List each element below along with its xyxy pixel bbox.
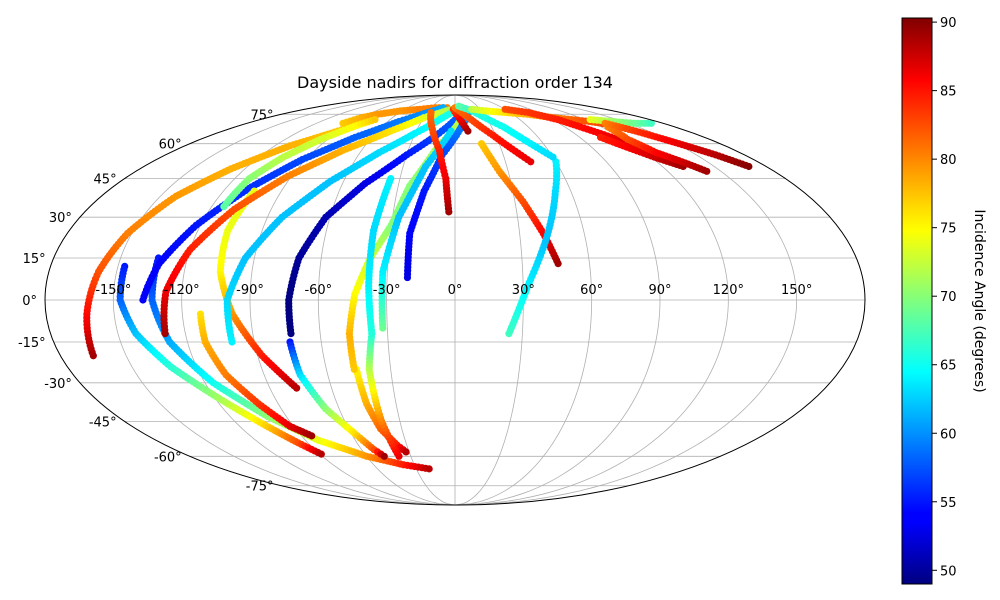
- colorbar-tick-label: 55: [940, 496, 957, 511]
- longitude-tick-label: 0°: [448, 283, 463, 298]
- nadir-point: [317, 450, 325, 458]
- colorbar: 50 55 60 65 70 75 80 85 90 Incidence Angle (degr…: [901, 16, 987, 585]
- colorbar-tick-label: 85: [940, 85, 957, 100]
- nadir-point: [308, 432, 316, 440]
- nadir-point: [380, 452, 388, 460]
- longitude-tick-label: -150°: [95, 283, 131, 298]
- latitude-tick-label: -45°: [89, 415, 117, 430]
- nadir-point: [447, 127, 455, 135]
- meridian-line: [386, 94, 456, 506]
- nadir-points: [83, 102, 753, 473]
- nadir-point: [427, 108, 435, 117]
- nadir-point: [402, 448, 410, 456]
- longitude-tick-label: -120°: [164, 283, 200, 298]
- chart-title: Dayside nadirs for diffraction order 134: [297, 73, 613, 92]
- nadir-point: [371, 115, 379, 124]
- colorbar-ticks: 50 55 60 65 70 75 80 85 90: [932, 16, 957, 579]
- longitude-tick-label: -60°: [304, 283, 332, 298]
- latitude-tick-label: 15°: [23, 252, 46, 267]
- colorbar-tick-label: 75: [940, 222, 957, 237]
- nadir-point: [425, 465, 433, 473]
- meridian-line: [181, 94, 456, 506]
- longitude-tick-labels: -150° -120° -90° -60° -30° 0° 30° 60° 90° 120° 150…: [95, 283, 812, 298]
- latitude-tick-label: -30°: [44, 377, 72, 392]
- colorbar-tick-label: 90: [940, 16, 957, 31]
- nadir-point: [745, 162, 753, 171]
- colorbar-label: Incidence Angle (degrees): [971, 209, 987, 392]
- nadir-point: [703, 167, 711, 175]
- nadir-point: [527, 158, 535, 166]
- graticule: [45, 94, 865, 506]
- latitude-tick-label: -60°: [154, 450, 182, 465]
- colorbar-tick-label: 70: [940, 290, 957, 305]
- latitude-tick-label: 30°: [49, 211, 72, 226]
- nadir-point: [293, 384, 301, 392]
- longitude-tick-label: 150°: [781, 283, 812, 298]
- nadir-point: [387, 175, 395, 183]
- colorbar-tick-label: 60: [940, 427, 957, 442]
- colorbar-tick-label: 50: [940, 564, 957, 579]
- latitude-tick-label: -75°: [246, 480, 274, 495]
- colorbar-tick-label: 80: [940, 153, 957, 168]
- nadir-point: [455, 102, 463, 110]
- longitude-tick-label: -30°: [373, 283, 401, 298]
- colorbar-tick-label: 65: [940, 359, 957, 374]
- latitude-tick-label: -15°: [18, 336, 46, 351]
- longitude-tick-label: -90°: [236, 283, 264, 298]
- meridian-line: [112, 94, 456, 506]
- latitude-tick-labels: -75° -60° -45° -30° -15° 0° 15° 30° 45° 60° 75°: [18, 108, 274, 494]
- longitude-tick-label: 60°: [580, 283, 603, 298]
- meridian-line: [454, 94, 593, 506]
- longitude-tick-label: 30°: [512, 283, 535, 298]
- latitude-tick-label: 60°: [159, 138, 182, 153]
- longitude-tick-label: 120°: [713, 283, 744, 298]
- latitude-tick-label: 0°: [22, 294, 37, 309]
- latitude-tick-label: 75°: [250, 108, 273, 123]
- nadir-point: [647, 119, 655, 127]
- longitude-tick-label: 90°: [648, 283, 671, 298]
- meridian-line: [454, 94, 661, 506]
- colorbar-gradient: [901, 17, 933, 585]
- map-outline: [44, 94, 866, 506]
- nadir-point: [554, 259, 562, 268]
- latitude-tick-label: 45°: [94, 173, 117, 188]
